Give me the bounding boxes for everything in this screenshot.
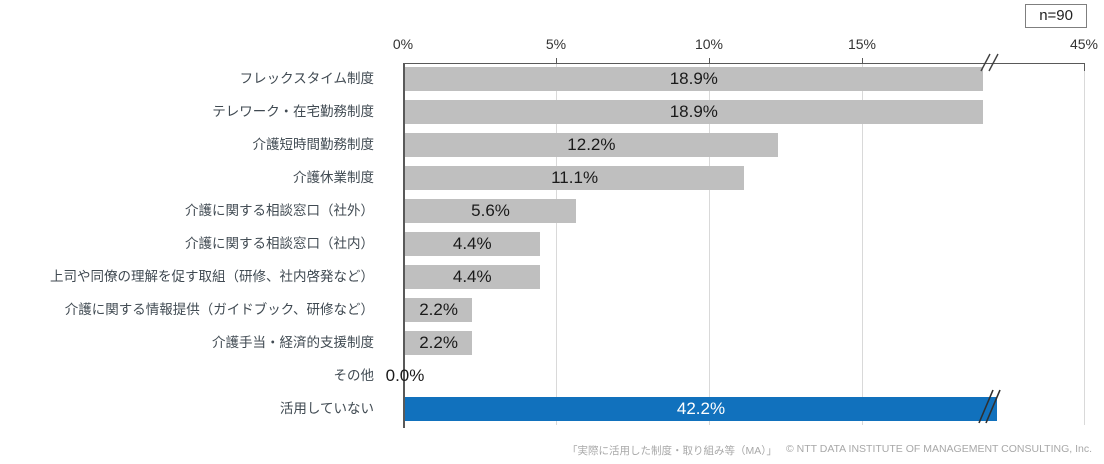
chart-footnote: 「実際に活用した制度・取り組み等（MA）」 © NTT DATA INSTITU…: [567, 443, 1092, 458]
category-label: 介護に関する情報提供（ガイドブック、研修など）: [64, 302, 374, 317]
x-axis-tick-label: 5%: [545, 36, 567, 52]
bar-value-label: 18.9%: [669, 69, 718, 88]
gridline: [709, 64, 710, 425]
chart-row: 介護に関する相談窓口（社外） 5.6%: [0, 199, 1104, 223]
source-note: 「実際に活用した制度・取り組み等（MA）」: [566, 445, 777, 457]
bar: 4.4%: [405, 265, 540, 289]
category-label: 介護に関する相談窓口（社外）: [185, 203, 374, 218]
y-axis-line: [403, 63, 405, 428]
bar-value-label: 12.2%: [567, 135, 616, 154]
bar-value-label: 2.2%: [419, 300, 458, 319]
bar: 2.2%: [405, 331, 473, 355]
category-label: 介護に関する相談窓口（社内）: [185, 236, 374, 251]
category-label: 活用していない: [279, 401, 374, 416]
bar: 42.2%: [405, 397, 997, 421]
x-axis-tick: [1084, 64, 1085, 71]
bar: 2.2%: [405, 298, 473, 322]
chart-row: テレワーク・在宅勤務制度 18.9%: [0, 100, 1104, 124]
sample-size-badge: n=90: [1025, 4, 1087, 28]
axis-break-icon: [980, 53, 999, 72]
bar-value-label: 2.2%: [419, 333, 458, 352]
bar: 4.4%: [405, 232, 540, 256]
x-axis-tick-label: 0%: [392, 36, 414, 52]
bar: 18.9%: [405, 100, 983, 124]
bar: 18.9%: [405, 67, 983, 91]
x-axis-line: [403, 63, 1085, 64]
bar-value-label: 5.6%: [471, 201, 510, 220]
bar-value-label: 18.9%: [669, 102, 718, 121]
bar-break-icon: [978, 389, 1001, 424]
category-label: 介護手当・経済的支援制度: [212, 335, 374, 350]
category-label: 介護短時間勤務制度: [252, 137, 375, 152]
chart-row: 介護休業制度 11.1%: [0, 166, 1104, 190]
bar: 11.1%: [405, 166, 745, 190]
bar: 12.2%: [405, 133, 778, 157]
category-label: テレワーク・在宅勤務制度: [212, 104, 374, 119]
x-axis-tick: [862, 58, 863, 63]
category-label: 上司や同僚の理解を促す取組（研修、社内啓発など）: [50, 269, 374, 284]
bar: 5.6%: [405, 199, 577, 223]
bar-value-label: 11.1%: [551, 168, 599, 187]
x-axis-tick: [556, 58, 557, 63]
chart-row: フレックスタイム制度 18.9%: [0, 67, 1104, 91]
x-axis-tick-label: 10%: [694, 36, 724, 52]
gridline: [1084, 64, 1085, 425]
category-label: その他: [333, 368, 375, 383]
bar-value-label: 0.0%: [385, 366, 425, 385]
chart-row: 介護短時間勤務制度 12.2%: [0, 133, 1104, 157]
chart-row: その他 0.0%: [0, 364, 1104, 388]
bar-value-label: 4.4%: [452, 267, 492, 286]
gridline: [862, 64, 863, 425]
category-label: 介護休業制度: [293, 170, 374, 185]
bar-value-label: 4.4%: [452, 234, 492, 253]
chart-row: 介護に関する相談窓口（社内） 4.4%: [0, 232, 1104, 256]
category-label: フレックスタイム制度: [239, 71, 374, 86]
x-axis-tick-label: 45%: [1069, 36, 1099, 52]
chart-row: 介護に関する情報提供（ガイドブック、研修など） 2.2%: [0, 298, 1104, 322]
chart-row: 上司や同僚の理解を促す取組（研修、社内啓発など） 4.4%: [0, 265, 1104, 289]
x-axis-tick-label: 15%: [847, 36, 877, 52]
gridline: [556, 64, 557, 425]
chart-row: 介護手当・経済的支援制度 2.2%: [0, 331, 1104, 355]
bar-value-label: 42.2%: [676, 399, 726, 418]
x-axis-tick: [709, 58, 710, 63]
chart-row: 活用していない 42.2%: [0, 397, 1104, 421]
copyright-note: © NTT DATA INSTITUTE OF MANAGEMENT CONSU…: [785, 443, 1092, 455]
